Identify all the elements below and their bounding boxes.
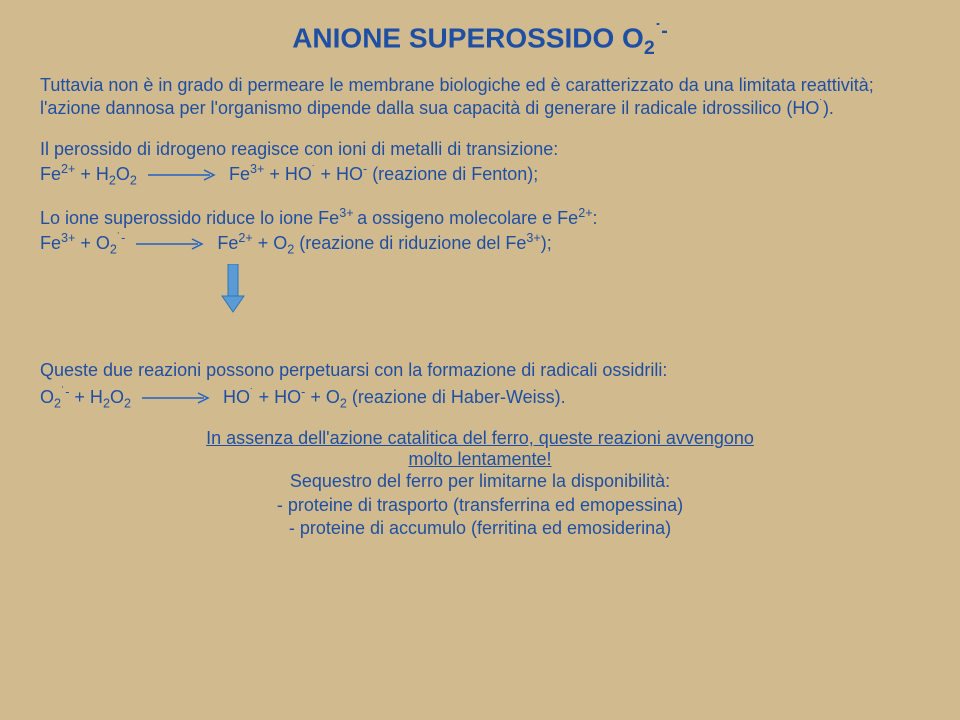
title-sub: 2 (644, 37, 655, 59)
hab-right-c-sub: 2 (340, 396, 347, 410)
arrow-icon (148, 169, 218, 181)
arrow-icon (142, 392, 212, 404)
fenton-label: (reazione di Fenton); (367, 164, 538, 184)
fenton-right-a-sup: 3+ (250, 162, 264, 176)
red-intro-c: : (593, 208, 598, 228)
fenton-left-a: Fe (40, 164, 61, 184)
hab-left-b-sub: 2 (103, 396, 110, 410)
red-left-b: + O (75, 233, 110, 253)
fenton-left-a-sup: 2+ (61, 162, 75, 176)
hab-right-c: + O (305, 387, 340, 407)
bottom-underline-1: In assenza dell'azione catalitica del fe… (40, 428, 920, 449)
bottom-line-1: Sequestro del ferro per limitarne la dis… (40, 470, 920, 493)
red-right-b: + O (253, 233, 288, 253)
red-left-a: Fe (40, 233, 61, 253)
red-intro-a: Lo ione superossido riduce lo ione Fe (40, 208, 339, 228)
red-label-b: ); (541, 233, 552, 253)
reduction-reaction: Fe3+ + O2˙- Fe2+ + O2 (reazione di riduz… (40, 231, 920, 257)
down-arrow-icon (220, 264, 246, 314)
hab-left-a: O (40, 387, 54, 407)
down-arrow-container (220, 264, 920, 319)
red-right-a-sup: 2+ (238, 231, 252, 245)
hab-right-b: + HO (254, 387, 302, 407)
fenton-left-b-sub: 2 (109, 173, 116, 187)
hab-left-c: O (110, 387, 124, 407)
fenton-reaction: Fe2+ + H2O2 Fe3+ + HO˙ + HO- (reazione d… (40, 162, 920, 188)
haber-intro: Queste due reazioni possono perpetuarsi … (40, 359, 920, 382)
intro-paragraph: Tuttavia non è in grado di permeare le m… (40, 74, 920, 121)
title-text: ANIONE SUPEROSSIDO O (292, 22, 644, 53)
bottom-line-3: - proteine di accumulo (ferritina ed emo… (40, 517, 920, 540)
arrow-icon (136, 238, 206, 250)
fenton-left-c: O (116, 164, 130, 184)
red-left-b-sup: ˙- (117, 231, 125, 245)
title-sup: ˙- (655, 20, 668, 42)
red-right-a: Fe (217, 233, 238, 253)
hab-right-a: HO (223, 387, 250, 407)
red-label-a-sup: 3+ (526, 231, 540, 245)
red-label-a: (reazione di riduzione del Fe (294, 233, 526, 253)
intro-text-a: Tuttavia non è in grado di permeare le m… (40, 75, 874, 118)
fenton-right-c: + HO (315, 164, 363, 184)
intro-text-b: ). (823, 98, 834, 118)
hab-label: (reazione di Haber-Weiss). (347, 387, 566, 407)
fenton-left-b: + H (75, 164, 109, 184)
red-intro-a-sup: 3+ (339, 206, 357, 220)
bottom-line-2: - proteine di trasporto (transferrina ed… (40, 494, 920, 517)
red-intro-b: a ossigeno molecolare e Fe (357, 208, 578, 228)
fenton-intro: Il perossido di idrogeno reagisce con io… (40, 139, 920, 160)
reduction-intro: Lo ione superossido riduce lo ione Fe3+ … (40, 205, 920, 230)
slide-title: ANIONE SUPEROSSIDO O2˙- (40, 20, 920, 60)
red-left-a-sup: 3+ (61, 231, 75, 245)
hab-left-a-sub: 2 (54, 396, 61, 410)
bottom-underline-2: molto lentamente! (40, 449, 920, 470)
hab-left-c-sub: 2 (124, 396, 131, 410)
hab-left-b: + H (69, 387, 103, 407)
haber-reaction: O2˙- + H2O2 HO˙ + HO- + O2 (reazione di … (40, 385, 920, 411)
fenton-right-b: + HO (264, 164, 312, 184)
red-intro-b-sup: 2+ (578, 206, 592, 220)
fenton-right-a: Fe (229, 164, 250, 184)
fenton-left-c-sub: 2 (130, 173, 137, 187)
red-left-b-sub: 2 (110, 242, 117, 256)
